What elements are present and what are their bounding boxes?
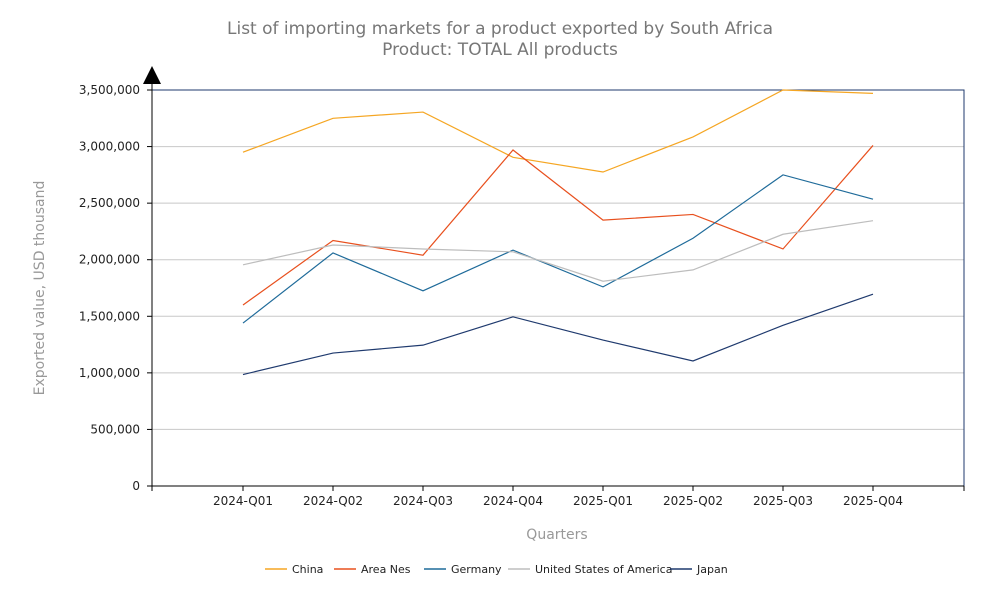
plot-border [151, 89, 965, 487]
y-tick-label: 3,500,000 [79, 83, 140, 97]
y-axis-label: Exported value, USD thousand [32, 181, 48, 396]
y-tick-label: 2,000,000 [79, 253, 140, 267]
series-line-area-nes [242, 145, 874, 306]
legend-label: China [292, 563, 323, 576]
y-tick-label: 1,500,000 [79, 309, 140, 323]
y-tick-label: 3,000,000 [79, 140, 140, 154]
x-tick-label: 2024-Q04 [483, 494, 543, 508]
legend-label: Japan [696, 563, 728, 576]
legend-label: Area Nes [361, 563, 411, 576]
legend-item[interactable]: Japan [670, 563, 728, 576]
series-line-united-states-of-america [242, 220, 874, 282]
legend-label: Germany [451, 563, 502, 576]
legend-item[interactable]: United States of America [508, 563, 672, 576]
legend-item[interactable]: Germany [424, 563, 502, 576]
x-tick-label: 2024-Q03 [393, 494, 453, 508]
chart-subtitle: Product: TOTAL All products [382, 40, 618, 60]
y-tick-label: 500,000 [90, 422, 140, 436]
y-axis-arrow-icon [143, 66, 161, 84]
x-tick-label: 2025-Q02 [663, 494, 723, 508]
x-tick-label: 2025-Q03 [753, 494, 813, 508]
series-line-japan [242, 293, 874, 376]
series-line-china [242, 89, 874, 173]
legend: China Area Nes Germany United States of Ame… [265, 563, 728, 576]
x-tick-label: 2024-Q01 [213, 494, 273, 508]
y-tick-label: 2,500,000 [79, 196, 140, 210]
chart-title: List of importing markets for a product … [227, 19, 773, 39]
x-tick-label: 2025-Q04 [843, 494, 903, 508]
series-line-germany [242, 174, 874, 324]
x-tick-label: 2025-Q01 [573, 494, 633, 508]
legend-item[interactable]: China [265, 563, 323, 576]
x-tick-label: 2024-Q02 [303, 494, 363, 508]
y-tick-label: 1,000,000 [79, 366, 140, 380]
y-tick-label: 0 [132, 479, 140, 493]
legend-label: United States of America [535, 563, 672, 576]
legend-item[interactable]: Area Nes [334, 563, 411, 576]
x-axis-label: Quarters [526, 527, 587, 543]
